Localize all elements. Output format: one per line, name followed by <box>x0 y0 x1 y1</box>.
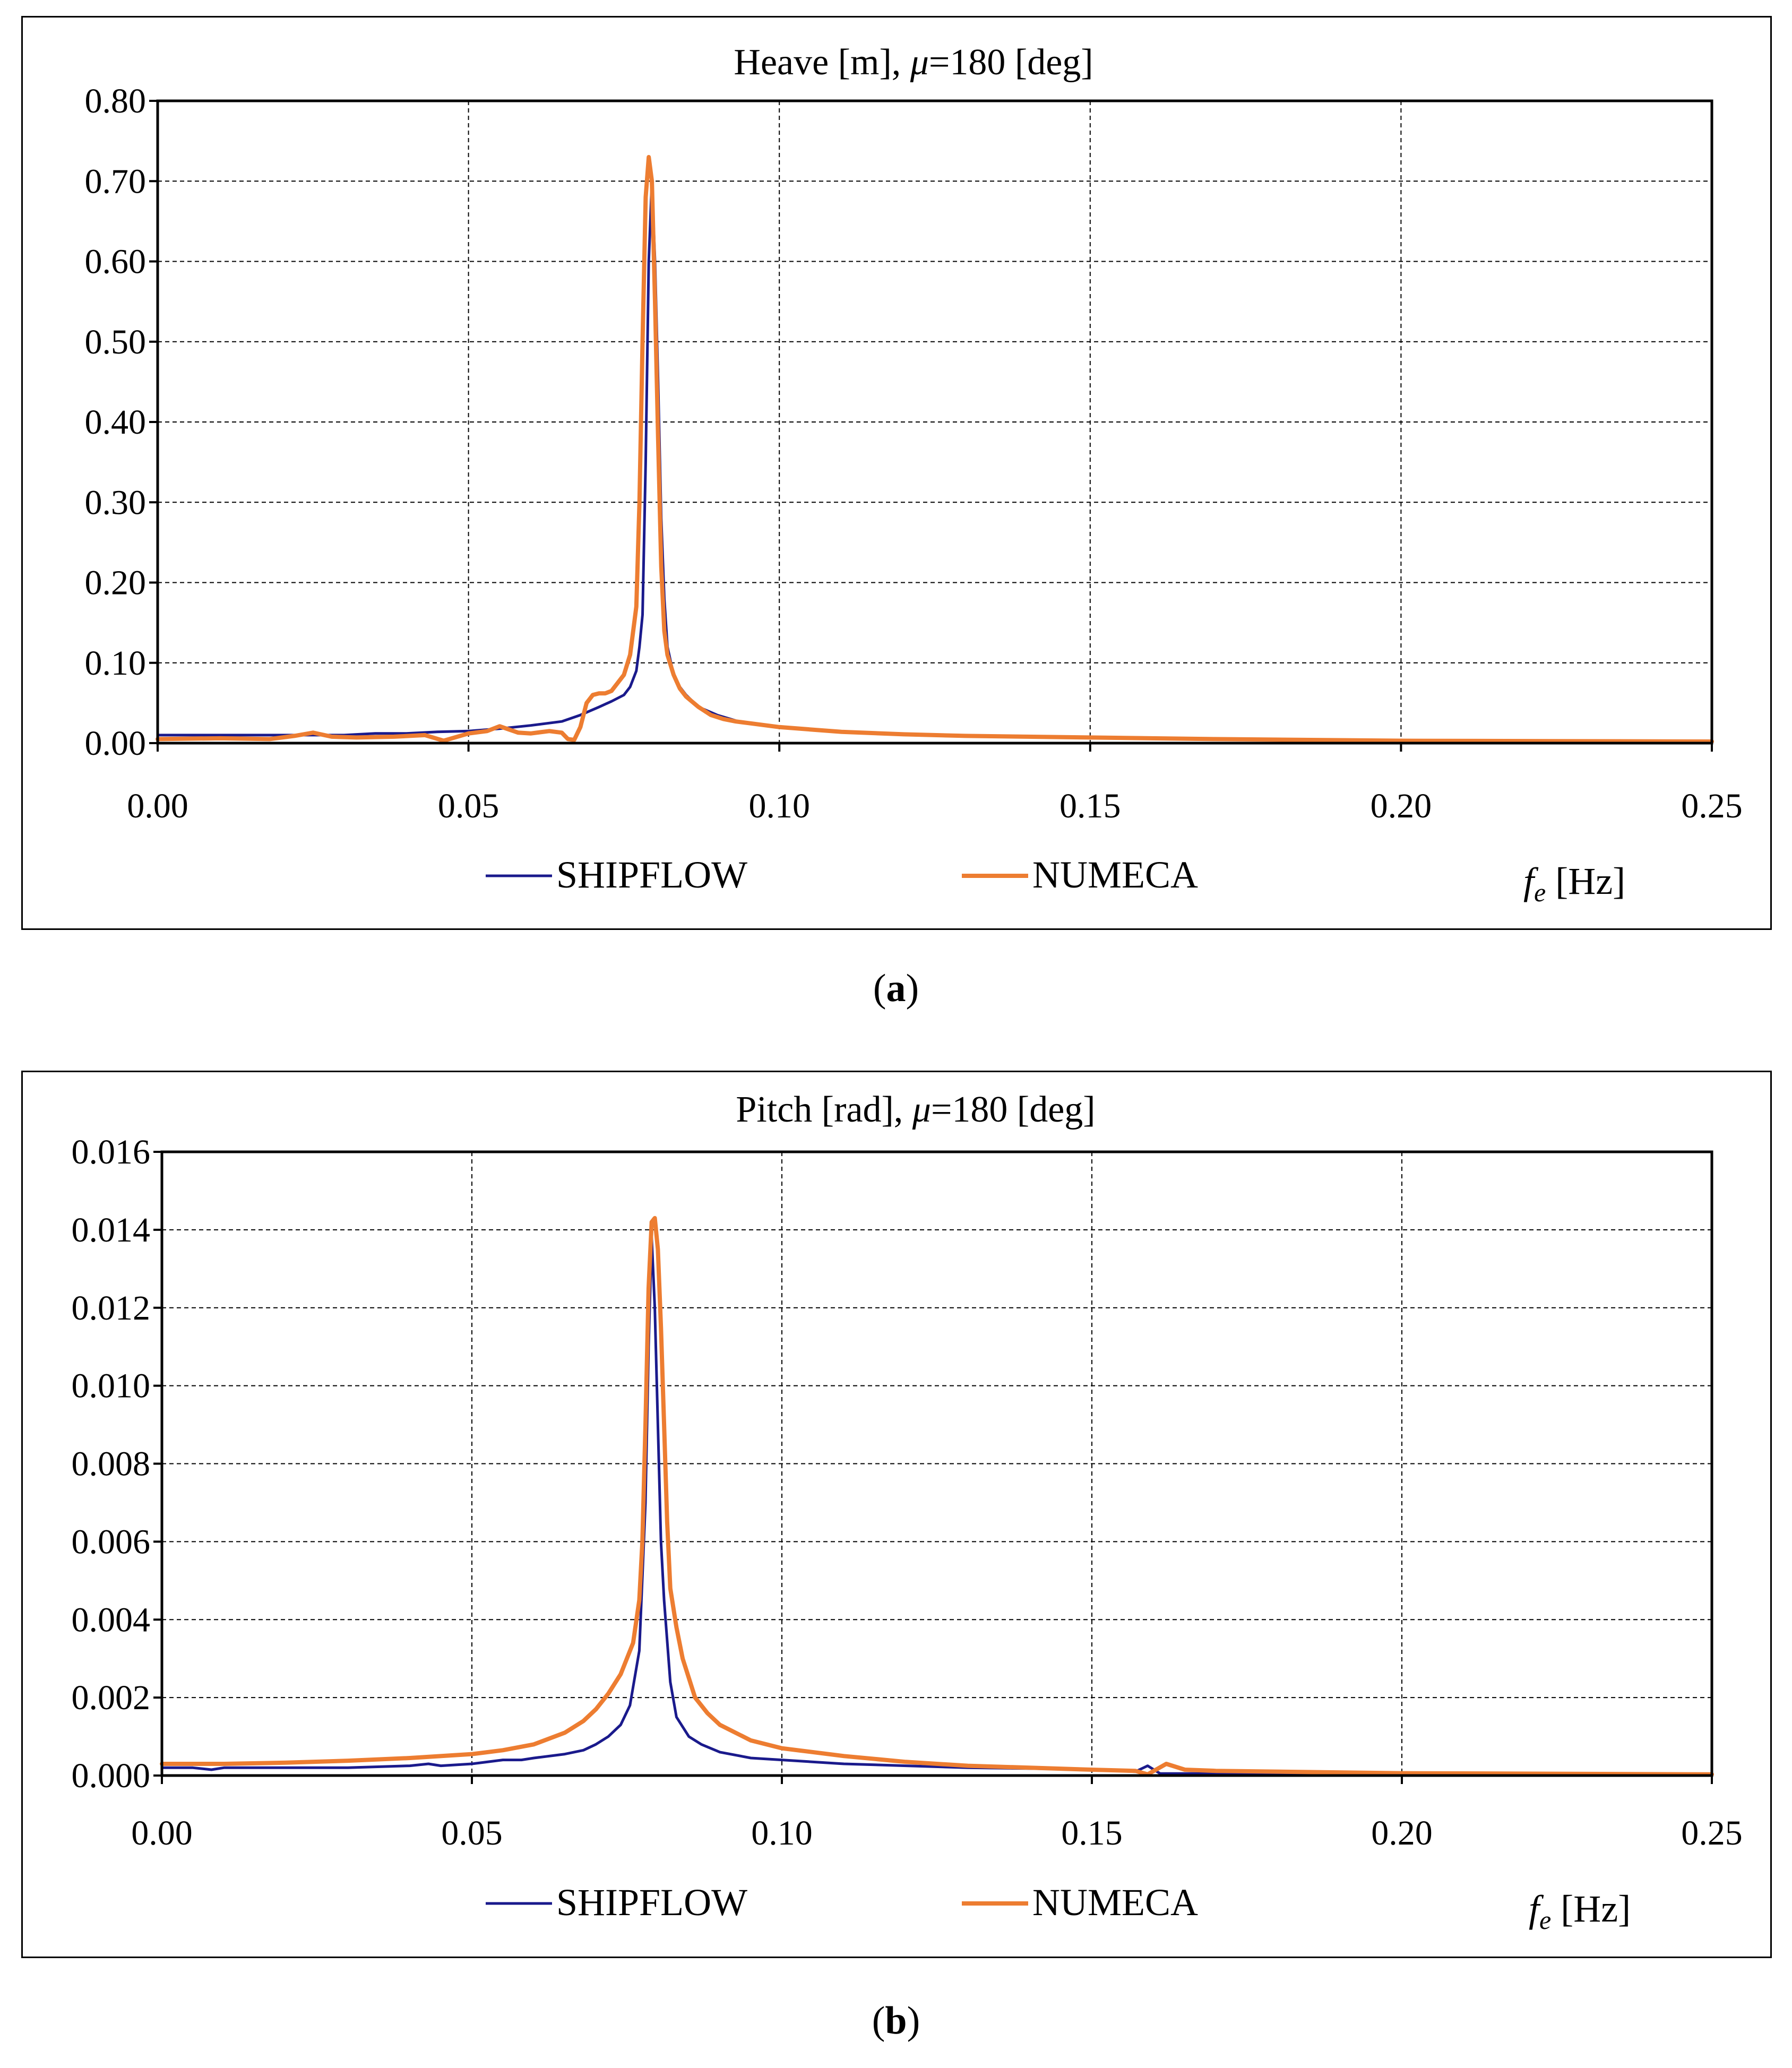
y-tick-label: 0.30 <box>85 483 147 522</box>
chart-a: 0.00 0.10 0.20 0.30 0.40 0.50 0.60 0.70 0.80 0.00… <box>85 42 1743 907</box>
y-tick-label: 0.70 <box>85 162 147 201</box>
caption-b: (b) <box>872 1999 920 2043</box>
x-tick-label: 0.25 <box>1681 787 1743 825</box>
series-line-shipflow <box>160 1236 1713 1776</box>
y-tick-label: 0.40 <box>85 403 147 442</box>
chart-panel-a-frame <box>21 16 1772 930</box>
series-line-numeca <box>156 154 1714 744</box>
y-tick-label: 0.00 <box>85 724 147 763</box>
caption-a: (a) <box>873 967 919 1010</box>
y-tick-label: 0.004 <box>72 1600 151 1639</box>
x-tick-label: 0.25 <box>1681 1814 1743 1852</box>
legend-label-shipflow: SHIPFLOW <box>556 1881 747 1924</box>
caption-a-letter: a <box>886 967 906 1010</box>
chart-b: 0.000 0.002 0.004 0.006 0.008 0.010 0.012 0.014… <box>72 1089 1743 1935</box>
x-tick-label: 0.05 <box>441 1814 503 1852</box>
y-tick-label: 0.80 <box>85 82 147 120</box>
y-tick-label: 0.60 <box>85 243 147 281</box>
x-tick-label: 0.05 <box>438 787 499 825</box>
y-tick-label: 0.014 <box>72 1211 151 1250</box>
y-tick-label: 0.000 <box>72 1756 151 1795</box>
x-tick-label: 0.00 <box>127 787 188 825</box>
x-tick-label: 0.20 <box>1371 1814 1433 1852</box>
x-tick-label: 0.20 <box>1371 787 1432 825</box>
legend-label-numeca: NUMECA <box>1032 1881 1198 1924</box>
x-tick-label: 0.15 <box>1061 1814 1123 1852</box>
series-line-shipflow <box>156 179 1713 743</box>
series-line-numeca <box>160 1216 1714 1777</box>
y-tick-label: 0.20 <box>85 564 147 602</box>
x-tick-label: 0.15 <box>1059 787 1121 825</box>
y-tick-label: 0.006 <box>72 1522 151 1561</box>
y-tick-label: 0.008 <box>72 1445 151 1484</box>
chart-panel-b-frame <box>21 1071 1772 1958</box>
legend-label-numeca: NUMECA <box>1032 854 1198 896</box>
x-tick-label: 0.10 <box>751 1814 813 1852</box>
x-tick-label: 0.10 <box>748 787 810 825</box>
y-tick-label: 0.016 <box>72 1133 151 1171</box>
chart-title: Pitch [rad], μ=180 [deg] <box>736 1089 1095 1130</box>
y-tick-label: 0.012 <box>72 1289 151 1328</box>
y-tick-label: 0.010 <box>72 1367 151 1406</box>
caption-b-letter: b <box>885 1999 907 2043</box>
y-tick-label: 0.002 <box>72 1678 151 1717</box>
x-axis-label: fe [Hz] <box>1523 860 1625 907</box>
x-axis-label: fe [Hz] <box>1529 1888 1631 1935</box>
y-tick-label: 0.10 <box>85 644 147 683</box>
x-tick-label: 0.00 <box>131 1814 193 1852</box>
chart-title: Heave [m], μ=180 [deg] <box>734 42 1093 83</box>
y-tick-label: 0.50 <box>85 323 147 361</box>
legend-label-shipflow: SHIPFLOW <box>556 854 747 896</box>
